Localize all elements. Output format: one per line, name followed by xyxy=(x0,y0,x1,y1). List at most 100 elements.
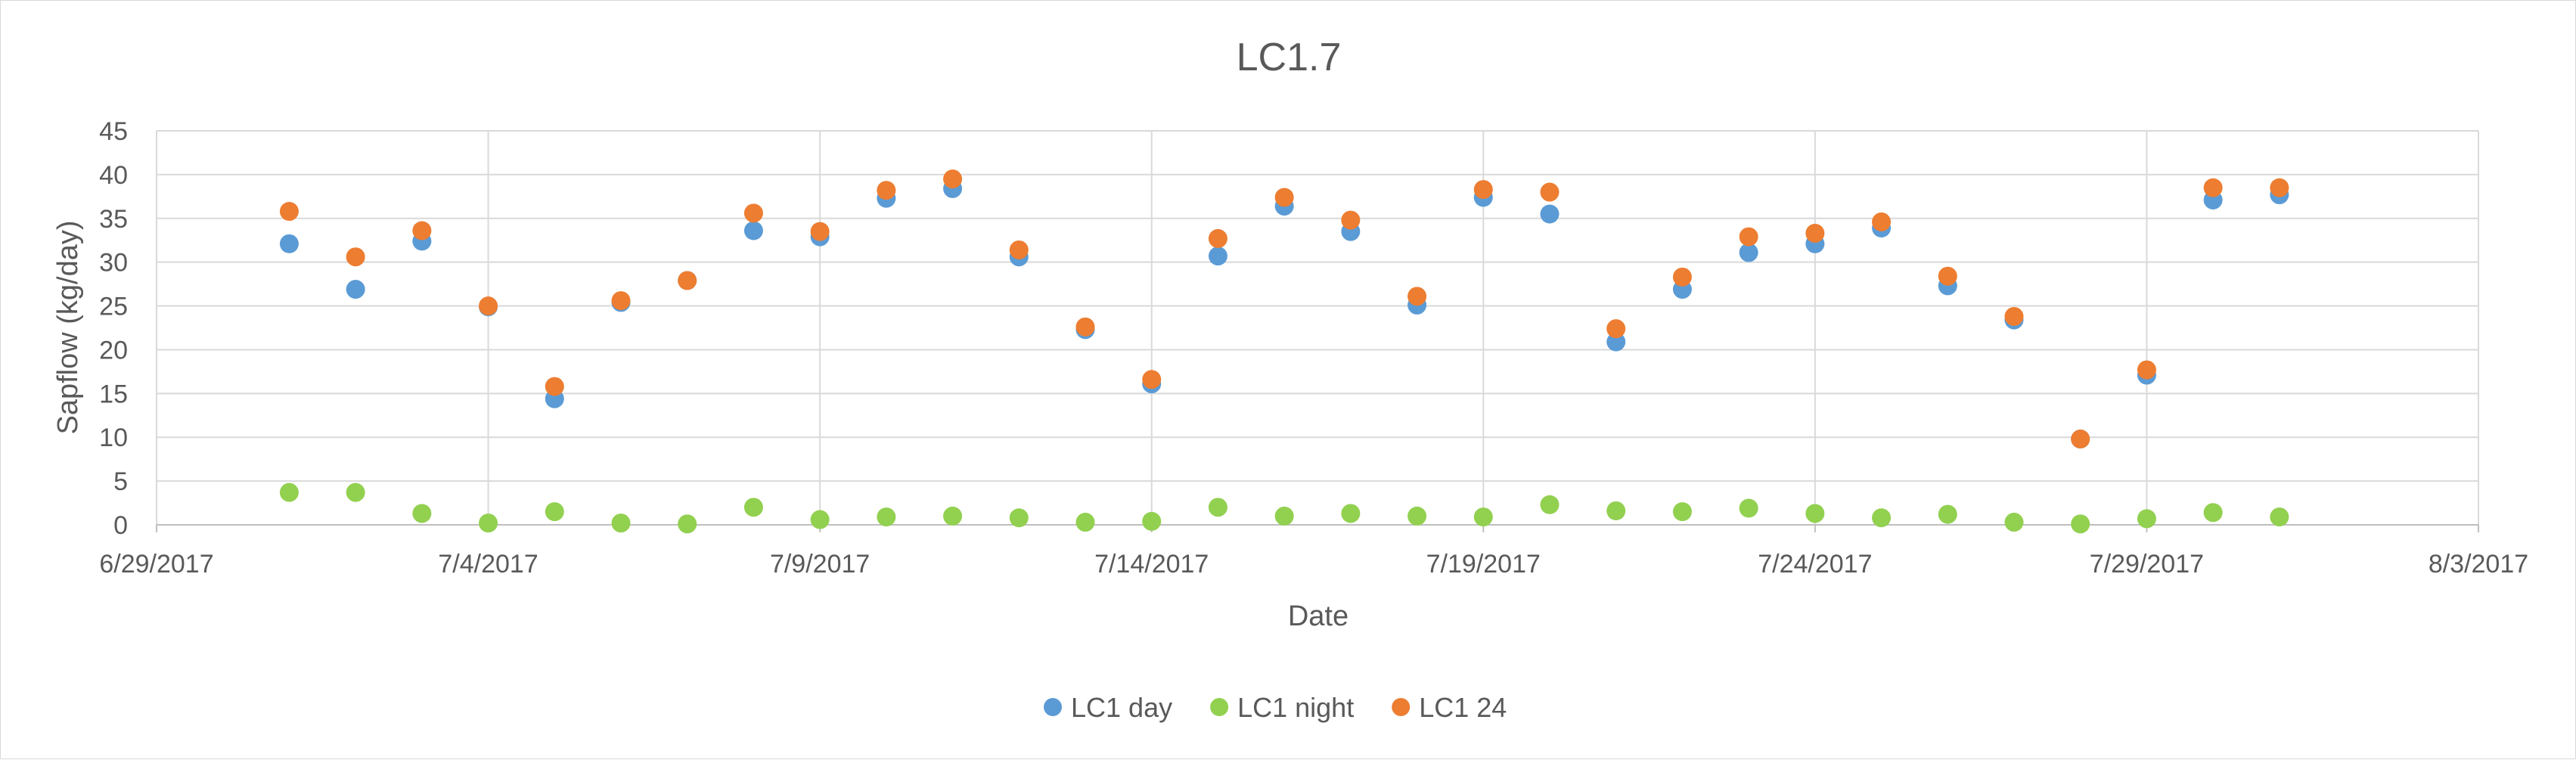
legend-marker xyxy=(1044,698,1062,716)
y-tick-label: 25 xyxy=(99,293,128,321)
point-lc1-night xyxy=(1009,508,1029,528)
point-lc1-night xyxy=(2071,514,2090,534)
legend-label: LC1 night xyxy=(1237,692,1354,723)
point-lc1-day xyxy=(346,280,365,299)
x-tick-label: 7/14/2017 xyxy=(1094,550,1209,579)
point-lc1-night xyxy=(1075,513,1095,532)
point-lc1-night xyxy=(1606,501,1626,520)
y-tick-label: 40 xyxy=(99,161,128,190)
y-tick-label: 20 xyxy=(99,336,128,364)
point-lc1-night xyxy=(877,507,896,527)
point-lc1-24 xyxy=(1805,223,1825,243)
point-lc1-24 xyxy=(1274,188,1294,207)
y-tick-label: 45 xyxy=(99,117,128,146)
point-lc1-24 xyxy=(1075,317,1095,337)
point-lc1-24 xyxy=(1473,180,1493,200)
point-lc1-night xyxy=(678,514,697,534)
point-lc1-24 xyxy=(877,181,896,200)
point-lc1-day xyxy=(1606,332,1626,352)
x-tick-label: 7/9/2017 xyxy=(770,550,870,579)
y-tick-label: 35 xyxy=(99,205,128,234)
point-lc1-24 xyxy=(1407,287,1427,306)
y-tick-label: 10 xyxy=(99,423,128,452)
point-lc1-night xyxy=(1672,502,1692,522)
point-lc1-24 xyxy=(545,377,564,396)
x-tick-label: 7/29/2017 xyxy=(2090,550,2204,579)
point-lc1-24 xyxy=(346,247,365,267)
point-lc1-24 xyxy=(412,221,432,240)
point-lc1-24 xyxy=(2203,178,2223,197)
point-lc1-day xyxy=(279,234,299,253)
series-lc1-night xyxy=(279,482,2289,534)
point-lc1-night xyxy=(479,513,498,533)
point-lc1-night xyxy=(943,506,963,526)
legend: LC1 day LC1 night LC1 24 xyxy=(1044,692,1507,723)
point-lc1-night xyxy=(1739,498,1758,518)
point-lc1-24 xyxy=(611,291,631,311)
point-lc1-24 xyxy=(678,271,697,290)
point-lc1-24 xyxy=(1872,212,1892,231)
x-tick-label: 7/19/2017 xyxy=(1426,550,1541,579)
gridlines xyxy=(156,130,2479,525)
legend-label: LC1 24 xyxy=(1419,692,1507,723)
point-lc1-night xyxy=(1540,495,1560,514)
x-tick-label: 7/4/2017 xyxy=(438,550,538,579)
point-lc1-night xyxy=(611,513,631,533)
y-tick-label: 30 xyxy=(99,249,128,278)
axes: 0 5 10 15 20 25 30 35 40 45 6/29/2017 7/4/2017 7/9/2… xyxy=(99,117,2528,579)
point-lc1-night xyxy=(545,502,564,522)
point-lc1-night xyxy=(1208,498,1227,517)
point-lc1-night xyxy=(810,510,830,529)
point-lc1-24 xyxy=(1142,370,1162,389)
point-lc1-night xyxy=(1142,511,1162,531)
y-tick-label: 15 xyxy=(99,380,128,408)
point-lc1-night xyxy=(1805,504,1825,523)
y-tick-label: 5 xyxy=(113,467,128,496)
point-lc1-night xyxy=(1473,507,1493,527)
data-points xyxy=(279,169,2289,534)
point-lc1-night xyxy=(1341,504,1361,523)
point-lc1-day xyxy=(1739,243,1758,262)
point-lc1-24 xyxy=(943,169,963,189)
point-lc1-24 xyxy=(1606,319,1626,339)
point-lc1-night xyxy=(279,482,299,502)
point-lc1-night xyxy=(2137,509,2156,529)
point-lc1-24 xyxy=(2270,178,2289,197)
point-lc1-24 xyxy=(2004,306,2024,326)
legend-label: LC1 day xyxy=(1071,692,1172,723)
point-lc1-night xyxy=(1938,504,1957,524)
point-lc1-day xyxy=(743,221,763,240)
series-lc1-24 xyxy=(279,169,2289,449)
point-lc1-24 xyxy=(479,296,498,316)
point-lc1-24 xyxy=(743,203,763,223)
point-lc1-24 xyxy=(1540,182,1560,202)
point-lc1-24 xyxy=(1208,228,1227,248)
legend-marker xyxy=(1392,698,1411,716)
legend-marker xyxy=(1210,698,1229,716)
point-lc1-night xyxy=(743,498,763,517)
point-lc1-24 xyxy=(2137,360,2156,380)
x-tick-label: 7/24/2017 xyxy=(1758,550,1872,579)
chart-title: LC1.7 xyxy=(1237,36,1342,79)
point-lc1-24 xyxy=(1672,267,1692,287)
point-lc1-24 xyxy=(279,202,299,222)
point-lc1-24 xyxy=(1341,210,1361,230)
point-lc1-day xyxy=(1208,247,1227,266)
point-lc1-night xyxy=(2004,513,2024,532)
y-axis-title: Sapflow (kg/day) xyxy=(52,220,84,434)
point-lc1-24 xyxy=(810,222,830,241)
point-lc1-24 xyxy=(2071,430,2090,449)
point-lc1-night xyxy=(1872,508,1892,528)
point-lc1-24 xyxy=(1938,266,1957,286)
point-lc1-night xyxy=(2270,507,2289,527)
point-lc1-night xyxy=(346,482,365,502)
series-lc1-day xyxy=(279,178,2289,449)
x-axis-title: Date xyxy=(1288,600,1349,632)
y-tick-label: 0 xyxy=(113,511,128,540)
point-lc1-night xyxy=(1274,506,1294,526)
x-tick-label: 6/29/2017 xyxy=(99,550,213,579)
point-lc1-24 xyxy=(1009,240,1029,259)
point-lc1-night xyxy=(2203,503,2223,523)
x-tick-label: 8/3/2017 xyxy=(2429,550,2528,579)
